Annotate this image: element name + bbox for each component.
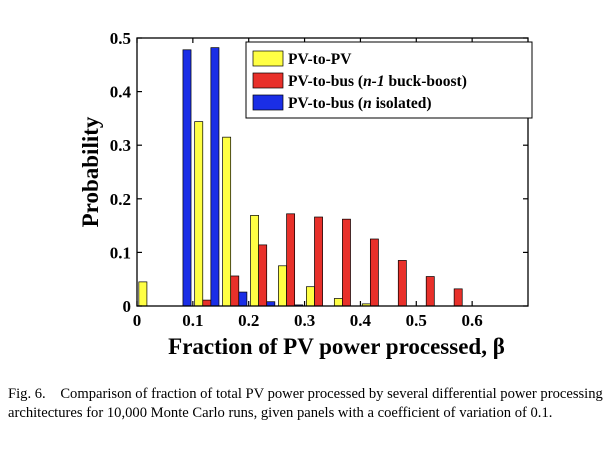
x-tick-label: 0.4: [350, 311, 372, 330]
caption-text: Comparison of fraction of total PV power…: [8, 386, 603, 421]
y-tick-label: 0.4: [110, 83, 132, 102]
figure-caption: Fig. 6. Comparison of fraction of total …: [8, 385, 606, 422]
bar-pv-to-bus-n-1-buck-boost-10: [425, 276, 435, 307]
bar-pv-to-pv-5: [278, 265, 287, 307]
y-tick-label: 0.1: [110, 243, 131, 262]
bars-layer: [138, 47, 463, 307]
x-tick-label: 0.3: [294, 311, 315, 330]
bar-pv-to-bus-n-1-buck-boost-3: [230, 275, 240, 307]
bar-pv-to-bus-n-1-buck-boost-4: [258, 244, 268, 307]
y-tick-label: 0.2: [110, 190, 131, 209]
bar-pv-to-pv-7: [333, 298, 343, 307]
y-tick-label: 0.3: [110, 136, 131, 155]
bar-pv-to-bus-n-1-buck-boost-5: [286, 213, 296, 307]
bar-pv-to-bus-n-1-buck-boost-7: [342, 218, 351, 307]
x-axis-title: Fraction of PV power processed, β: [168, 334, 505, 359]
y-axis-title: Probability: [78, 116, 103, 227]
bar-pv-to-bus-n-1-buck-boost-6: [314, 216, 323, 307]
x-tick-label: 0: [133, 311, 142, 330]
legend-swatch: [252, 50, 284, 67]
bar-pv-to-bus-n-1-buck-boost-9: [397, 260, 407, 307]
bar-pv-to-bus-n-1-buck-boost-8: [369, 238, 379, 307]
x-tick-label: 0.1: [182, 311, 203, 330]
caption-label: Fig. 6.: [8, 386, 46, 402]
bar-pv-to-bus-n-isolated-1: [182, 49, 192, 307]
legend-label: PV-to-bus (n isolated): [288, 95, 432, 112]
bar-pv-to-bus-n-1-buck-boost-11: [453, 288, 463, 307]
bar-pv-to-pv-2: [194, 121, 204, 307]
legend-label: PV-to-PV: [288, 51, 352, 68]
bar-pv-to-bus-n-isolated-2: [210, 47, 220, 307]
bar-pv-to-bus-n-1-buck-boost-2: [202, 299, 212, 307]
bar-pv-to-pv-6: [306, 286, 315, 307]
bar-pv-to-pv-3: [222, 136, 232, 307]
histogram-chart: 0 0.1 0.2 0.3 0.4 0.5 0.6 0 0.1 0.2 0.3 0.4 0.5 Fra…: [78, 29, 533, 359]
legend-swatch: [252, 94, 284, 111]
x-tick-label: 0.2: [238, 311, 259, 330]
y-tick-label: 0.5: [110, 29, 131, 48]
x-tick-label: 0.6: [462, 311, 483, 330]
bar-pv-to-pv-0: [138, 281, 148, 307]
bar-pv-to-pv-4: [250, 215, 259, 307]
x-axis: 0 0.1 0.2 0.3 0.4 0.5 0.6: [133, 38, 483, 330]
legend-box: [245, 41, 533, 119]
legend-swatch: [252, 72, 284, 89]
x-tick-label: 0.5: [406, 311, 427, 330]
plot-frame: [136, 37, 529, 307]
legend-label: PV-to-bus (n-1 buck-boost): [288, 73, 467, 90]
y-axis: 0 0.1 0.2 0.3 0.4 0.5: [110, 29, 528, 316]
y-tick-label: 0: [123, 297, 132, 316]
bar-pv-to-bus-n-isolated-3: [238, 291, 248, 307]
legend: PV-to-PV PV-to-bus (n-1 buck-boost) PV-to-…: [245, 41, 533, 119]
